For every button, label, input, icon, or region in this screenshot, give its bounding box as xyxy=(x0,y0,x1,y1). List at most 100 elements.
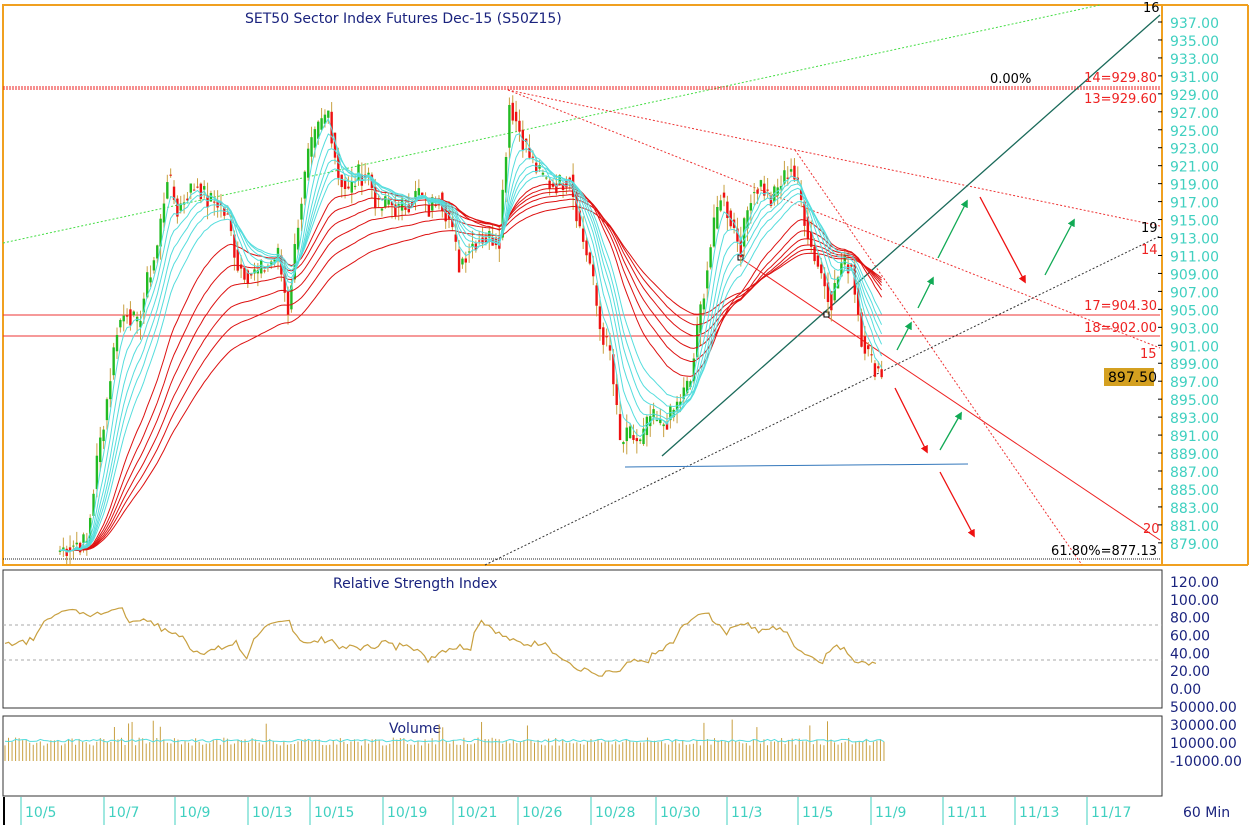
price-pane[interactable] xyxy=(2,4,1163,566)
price-tick-label: 897.00 xyxy=(1170,375,1219,391)
candle xyxy=(149,277,152,283)
candle xyxy=(843,255,846,265)
price-tick-label: 925.00 xyxy=(1170,124,1219,140)
price-tick-label: 933.00 xyxy=(1170,52,1219,68)
candle xyxy=(189,183,192,193)
time-axis[interactable]: 10/5 10/7 10/9 10/13 10/15 10/19 10/21 10/26 10/… xyxy=(20,797,1131,825)
candle xyxy=(95,455,99,489)
candle xyxy=(726,201,729,219)
candle xyxy=(374,186,377,208)
time-tick-label: 11/3 xyxy=(731,805,762,821)
line-tag: 16 xyxy=(1143,1,1160,16)
candle xyxy=(551,183,555,187)
support-trendline[interactable] xyxy=(484,235,1161,566)
time-tick-label: 10/9 xyxy=(179,805,210,821)
candle xyxy=(820,264,823,274)
candle xyxy=(766,189,769,191)
uptrend-line[interactable] xyxy=(661,14,1161,457)
green-arrow-icon xyxy=(939,411,962,451)
candle xyxy=(353,185,357,187)
candle xyxy=(186,198,189,201)
last-price-badge xyxy=(1104,368,1154,386)
rsi-pane[interactable] xyxy=(2,569,1163,709)
moving-average-line xyxy=(59,194,882,552)
line-tag: 15 xyxy=(1140,347,1157,362)
candle xyxy=(679,401,682,406)
candle xyxy=(461,258,464,265)
moving-averages xyxy=(59,117,883,553)
candle xyxy=(92,493,95,516)
candle xyxy=(655,420,659,422)
candle xyxy=(763,183,766,196)
candle xyxy=(615,384,618,406)
candle xyxy=(209,192,213,202)
volume-pane[interactable] xyxy=(2,715,1163,797)
time-tick-label: 10/26 xyxy=(522,805,562,821)
candle xyxy=(296,227,300,250)
price-tick-label: 879.00 xyxy=(1170,537,1219,553)
candle xyxy=(518,120,521,132)
red-trendline-3[interactable] xyxy=(794,149,1083,566)
candle xyxy=(759,180,763,187)
candle xyxy=(420,192,424,196)
candle xyxy=(830,291,833,311)
price-tick-label: 937.00 xyxy=(1170,16,1219,32)
moving-average-line xyxy=(59,133,883,552)
rsi-line xyxy=(4,607,877,677)
candle xyxy=(675,401,679,412)
rsi-tick-label: 100.00 xyxy=(1170,593,1219,609)
candle xyxy=(179,203,182,211)
rsi-tick-label: 120.00 xyxy=(1170,575,1219,591)
candle xyxy=(404,207,407,210)
candle xyxy=(504,157,508,193)
volume-average-line xyxy=(4,738,885,743)
candle xyxy=(588,252,592,264)
candle xyxy=(789,169,793,172)
red-trendline-1[interactable] xyxy=(507,89,1161,227)
chart-title: SET50 Sector Index Futures Dec-15 (S50Z1… xyxy=(245,11,562,27)
red-trendline-2[interactable] xyxy=(507,89,1161,349)
volume-axis[interactable]: 50000.00 30000.00 10000.00 -10000.00 xyxy=(1170,700,1242,770)
candle xyxy=(863,336,867,354)
trend-lines[interactable] xyxy=(2,4,1161,566)
candle xyxy=(300,203,303,220)
candle xyxy=(528,147,531,158)
candle xyxy=(290,285,293,310)
green-arrow-icon xyxy=(917,276,934,309)
candle xyxy=(454,234,457,242)
candle xyxy=(276,247,280,259)
level-label: 13=929.60 xyxy=(1084,92,1157,107)
candle xyxy=(753,192,756,194)
blue-support-line[interactable] xyxy=(624,463,969,468)
candle xyxy=(125,315,129,317)
candle xyxy=(333,132,337,158)
green-channel-line[interactable] xyxy=(2,4,1101,244)
anchor-handle[interactable] xyxy=(823,311,830,318)
candle xyxy=(303,171,307,199)
moving-average-line xyxy=(59,159,883,552)
candle xyxy=(524,138,528,142)
moving-average-line xyxy=(59,117,883,553)
candle xyxy=(786,177,789,179)
time-tick-label: 10/30 xyxy=(660,805,700,821)
candle xyxy=(592,264,595,277)
candle xyxy=(162,203,166,223)
price-tick-label: 917.00 xyxy=(1170,196,1219,212)
candle xyxy=(769,195,773,206)
rsi-tick-label: 60.00 xyxy=(1170,629,1210,645)
candle xyxy=(806,216,810,240)
red-trendline-4[interactable] xyxy=(739,257,1161,541)
candle xyxy=(414,190,417,199)
candle xyxy=(836,277,840,289)
candle xyxy=(783,170,786,184)
candle xyxy=(72,545,75,547)
candle xyxy=(159,218,162,247)
candle xyxy=(367,172,370,175)
candle xyxy=(508,104,511,148)
price-tick-label: 929.00 xyxy=(1170,88,1219,104)
price-axis[interactable]: 937.00 935.00 933.00 931.00 929.00 927.00 925.… xyxy=(1158,16,1219,553)
time-tick-label: 10/28 xyxy=(595,805,635,821)
